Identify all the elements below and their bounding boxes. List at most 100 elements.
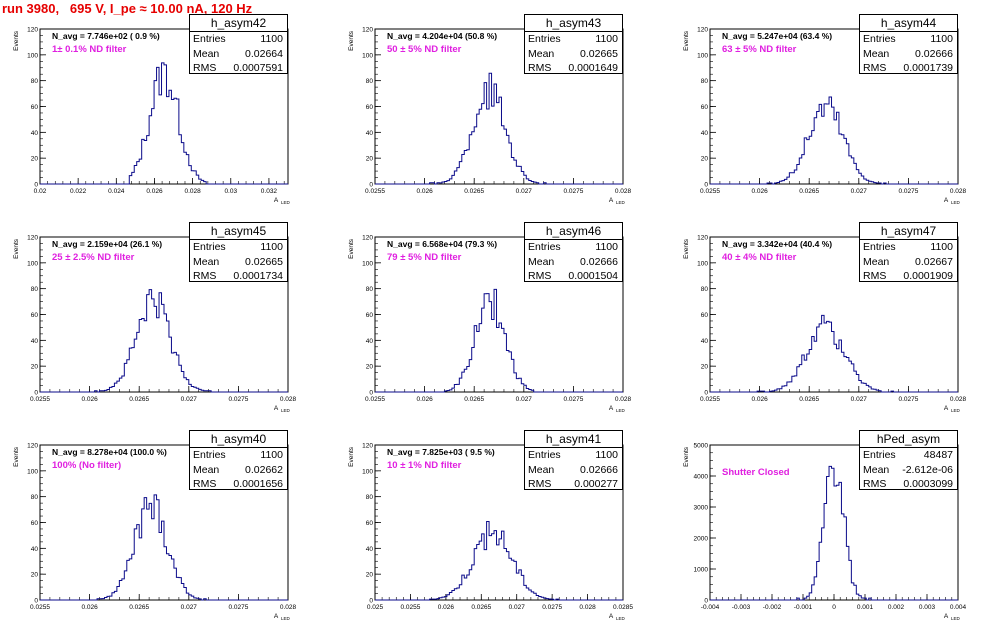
- y-tick-label: 120: [362, 27, 373, 34]
- x-tick-label: 0.026: [751, 188, 768, 195]
- y-tick-label: 0: [704, 598, 708, 605]
- stats-box: h_asym44 Entries 1100 Mean 0.02666 RMS 0.00017…: [859, 14, 958, 74]
- filter-label: 50 ± 5% ND filter: [387, 44, 462, 55]
- stats-row-entries: Entries 1100: [860, 32, 957, 47]
- stats-value: 1100: [260, 241, 283, 253]
- stats-row-mean: Mean 0.02666: [525, 255, 622, 270]
- y-tick-label: 60: [31, 104, 39, 111]
- x-axis-subscript: LED: [281, 200, 291, 205]
- y-tick-label: 20: [31, 364, 39, 371]
- x-axis-subscript: LED: [951, 200, 961, 205]
- x-tick-label: 0: [832, 604, 836, 611]
- y-tick-label: 100: [697, 260, 708, 267]
- x-axis-title: A: [944, 405, 949, 412]
- stats-box: h_asym40 Entries 1100 Mean 0.02662 RMS 0.00016…: [189, 430, 288, 490]
- x-tick-label: 0.022: [70, 188, 87, 195]
- stats-label: RMS: [863, 478, 887, 490]
- stats-label: Entries: [193, 449, 226, 461]
- y-tick-label: 100: [27, 468, 38, 475]
- y-tick-label: 20: [701, 156, 709, 163]
- stats-value: 0.02665: [580, 47, 618, 60]
- y-tick-label: 20: [31, 572, 39, 579]
- stats-value: 1100: [595, 241, 618, 253]
- histogram-line: [375, 520, 623, 601]
- x-tick-label: 0.028: [950, 396, 967, 403]
- x-axis-title: A: [609, 613, 614, 620]
- histogram-line: [710, 314, 958, 393]
- y-tick-label: 60: [366, 520, 374, 527]
- x-axis-subscript: LED: [616, 200, 626, 205]
- stats-label: Mean: [528, 255, 555, 268]
- histogram-plot: 0 20 40 60 80 100 120 0.025 0.0255 0.026 0.0265 0.0…: [348, 443, 633, 622]
- stats-value: 0.000277: [574, 478, 618, 490]
- stats-row-mean: Mean 0.02662: [190, 463, 287, 478]
- stats-label: Entries: [863, 241, 896, 253]
- y-tick-label: 3000: [694, 505, 709, 512]
- stats-value: 0.02666: [915, 47, 953, 60]
- y-tick-label: 80: [31, 494, 39, 501]
- x-axis-title: A: [274, 405, 279, 412]
- stats-label: Mean: [863, 47, 890, 60]
- x-tick-label: 0.0255: [700, 188, 720, 195]
- y-tick-label: 20: [366, 364, 374, 371]
- y-tick-label: 0: [704, 390, 708, 397]
- histogram-line: [710, 96, 958, 185]
- y-tick-label: 60: [31, 520, 39, 527]
- filter-label: 79 ± 5% ND filter: [387, 252, 462, 263]
- y-tick-label: 60: [366, 104, 374, 111]
- x-tick-label: -0.002: [763, 604, 782, 611]
- x-tick-label: 0.027: [851, 396, 868, 403]
- stats-label: RMS: [193, 478, 217, 490]
- x-tick-label: 0.026: [81, 604, 98, 611]
- y-tick-label: 0: [369, 182, 373, 189]
- histogram-line: [40, 494, 288, 601]
- stats-row-rms: RMS 0.0001504: [525, 269, 622, 284]
- stats-value: 0.0001504: [568, 270, 618, 282]
- filter-label: 63 ± 5% ND filter: [722, 44, 797, 55]
- histogram-name: h_asym41: [525, 431, 622, 448]
- stats-row-rms: RMS 0.0001909: [860, 269, 957, 284]
- x-axis-subscript: LED: [951, 408, 961, 413]
- x-axis-subscript: LED: [616, 616, 626, 621]
- stats-value: 48487: [923, 449, 953, 461]
- y-axis-title: Events: [13, 30, 20, 51]
- x-tick-label: 0.0285: [613, 604, 633, 611]
- histogram-grid: 0 20 40 60 80 100 120 0.02 0.022 0.024 0.026 0.028 0…: [5, 14, 967, 621]
- x-tick-label: 0.027: [516, 396, 533, 403]
- stats-box: h_asym46 Entries 1100 Mean 0.02666 RMS 0.00015…: [524, 222, 623, 282]
- x-tick-label: 0.0275: [563, 396, 583, 403]
- x-axis-title: A: [274, 197, 279, 204]
- y-tick-label: 100: [697, 52, 708, 59]
- x-tick-label: 0.03: [224, 188, 237, 195]
- histogram-panel: 0 1000 2000 3000 4000 5000 -0.004 -0.003 -0.002 -…: [675, 430, 996, 635]
- histogram-panel: 0 20 40 60 80 100 120 0.0255 0.026 0.0265 0.027 0.0…: [5, 222, 335, 427]
- y-tick-label: 120: [697, 27, 708, 34]
- x-tick-label: -0.001: [794, 604, 813, 611]
- stats-label: Mean: [528, 463, 555, 476]
- y-tick-label: 2000: [694, 536, 709, 543]
- x-tick-label: 0.026: [81, 396, 98, 403]
- y-tick-label: 20: [366, 572, 374, 579]
- y-tick-label: 40: [366, 546, 374, 553]
- n-avg-label: N_avg = 8.278e+04 (100.0 %): [52, 447, 167, 457]
- histogram-name: h_asym43: [525, 15, 622, 32]
- stats-row-mean: Mean -2.612e-06: [860, 463, 957, 478]
- y-tick-label: 0: [34, 390, 38, 397]
- x-tick-label: 0.004: [950, 604, 967, 611]
- x-tick-label: 0.026: [438, 604, 455, 611]
- x-tick-label: 0.0255: [700, 396, 720, 403]
- x-tick-label: 0.0265: [129, 396, 149, 403]
- y-tick-label: 1000: [694, 567, 709, 574]
- stats-value: -2.612e-06: [902, 463, 953, 476]
- y-tick-label: 120: [27, 443, 38, 450]
- stats-row-mean: Mean 0.02664: [190, 47, 287, 62]
- stats-row-entries: Entries 1100: [525, 240, 622, 255]
- stats-label: RMS: [193, 62, 217, 74]
- histogram-plot: 0 20 40 60 80 100 120 0.0255 0.026 0.0265 0.027 0.0…: [13, 235, 297, 414]
- filter-label: Shutter Closed: [722, 467, 790, 478]
- stats-row-rms: RMS 0.0001739: [860, 61, 957, 76]
- y-tick-label: 120: [27, 27, 38, 34]
- stats-value: 1100: [595, 449, 618, 461]
- stats-row-mean: Mean 0.02666: [525, 463, 622, 478]
- histogram-name: h_asym40: [190, 431, 287, 448]
